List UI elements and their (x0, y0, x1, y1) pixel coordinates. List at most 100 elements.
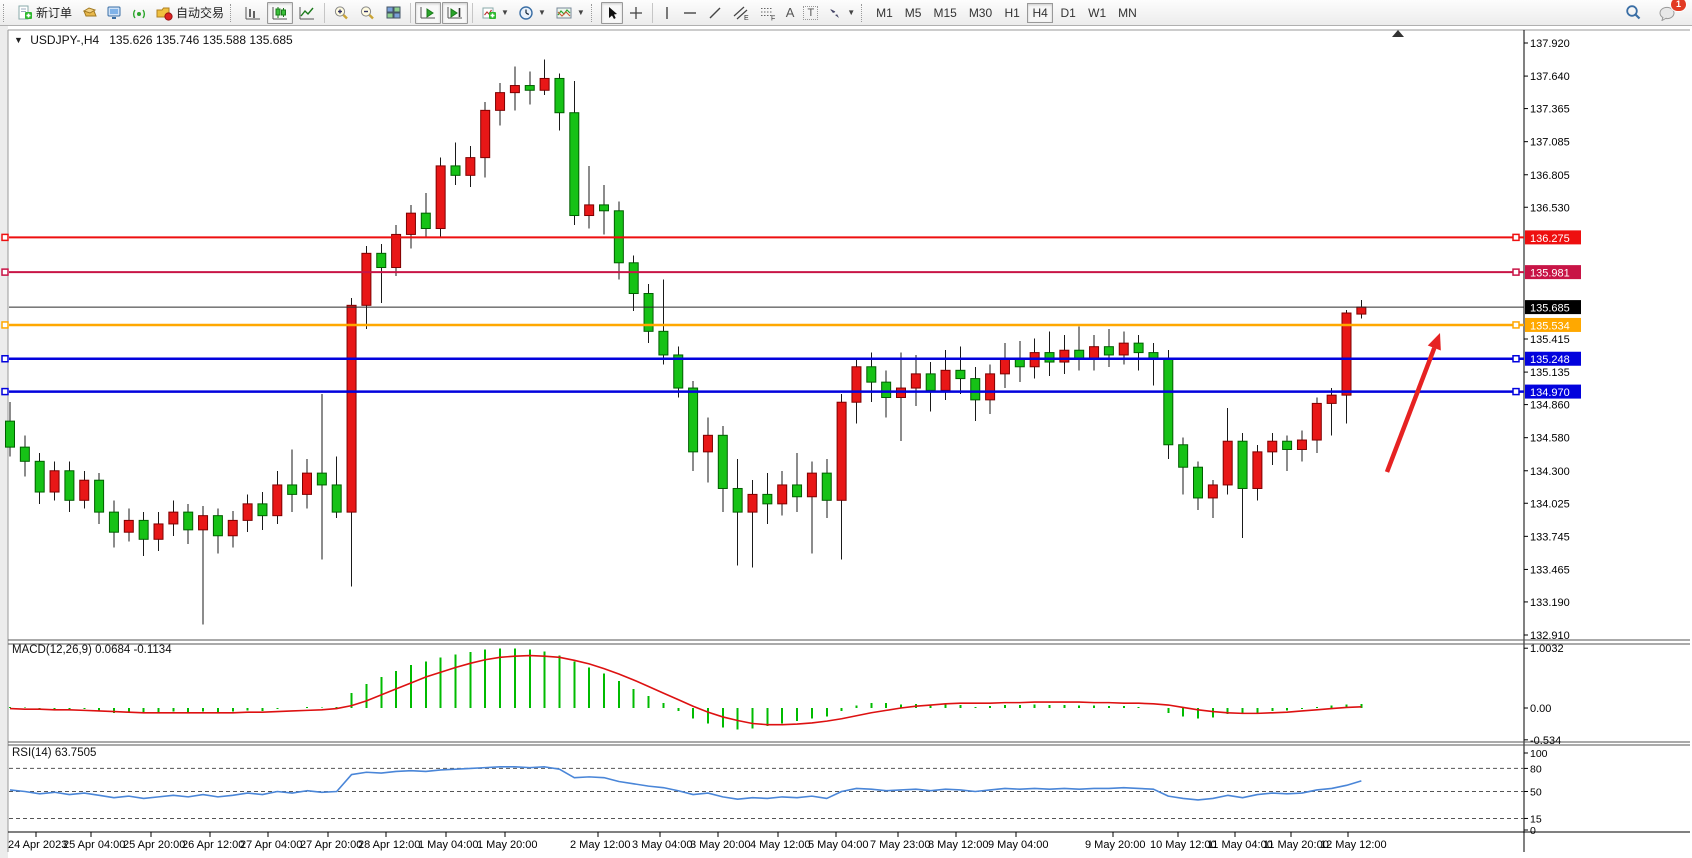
line-handle[interactable] (1512, 321, 1520, 329)
toolbar-grip[interactable] (861, 3, 867, 22)
horizontal-line-button[interactable] (678, 2, 702, 24)
candle (1118, 342, 1129, 356)
text-icon: A (785, 5, 795, 20)
bar-chart-button[interactable] (240, 2, 266, 24)
new-order-button[interactable]: 新订单 (13, 2, 76, 24)
time-axis-label: 11 May 04:00 (1207, 839, 1273, 851)
timeframe-M5[interactable]: M5 (900, 3, 927, 23)
cursor-icon (605, 5, 619, 21)
candle (777, 484, 788, 505)
chat-bubble-icon (1658, 5, 1676, 21)
text-label-button[interactable]: T (799, 2, 822, 24)
timeframe-W1[interactable]: W1 (1083, 3, 1111, 23)
zoom-out-button[interactable] (355, 2, 380, 24)
candle (985, 373, 996, 401)
auto-scroll-button[interactable] (415, 1, 442, 24)
tile-windows-icon (385, 5, 402, 21)
bar-chart-icon (244, 5, 262, 21)
signals-button[interactable] (127, 2, 151, 24)
candle (569, 112, 580, 217)
line-handle[interactable] (1, 387, 9, 396)
terminal-button[interactable] (102, 2, 126, 24)
cursor-button[interactable] (600, 1, 623, 24)
indicators-button[interactable]: ▼ (477, 2, 513, 24)
candle (1326, 394, 1337, 404)
line-handle[interactable] (1, 233, 9, 242)
line-handle[interactable] (1, 268, 9, 276)
svg-text:135.534: 135.534 (1530, 320, 1570, 332)
timeframe-MN[interactable]: MN (1113, 3, 1142, 23)
line-handle[interactable] (1512, 233, 1520, 242)
candle (405, 212, 416, 235)
line-handle[interactable] (1512, 387, 1520, 396)
timeframe-M15[interactable]: M15 (928, 3, 961, 23)
toolbar-grip[interactable] (590, 3, 597, 22)
timeframe-M30[interactable]: M30 (964, 3, 997, 23)
signal-icon (131, 5, 147, 21)
notifications-button[interactable] (1654, 2, 1680, 24)
svg-text:135.981: 135.981 (1530, 268, 1570, 280)
time-axis-label: 27 Apr 04:00 (240, 839, 302, 851)
macd-indicator-label: MACD(12,26,9) 0.0684 -0.1134 (12, 644, 172, 656)
auto-trading-icon (156, 5, 173, 21)
periods-button[interactable]: ▼ (514, 2, 550, 24)
toolbar: 新订单 自动交易 (0, 0, 1692, 26)
toolbar-grip[interactable] (230, 3, 236, 22)
price-tick-label: 133.745 (1530, 531, 1570, 543)
candle (138, 519, 149, 540)
line-chart-icon (298, 5, 316, 21)
time-axis-label: 25 Apr 04:00 (63, 839, 125, 851)
candlestick-chart-button[interactable] (267, 1, 294, 24)
equidistant-channel-button[interactable]: E (728, 2, 754, 24)
templates-button[interactable]: ▼ (551, 2, 589, 24)
timeframe-M1[interactable]: M1 (871, 3, 898, 23)
fibonacci-button[interactable]: F (755, 2, 781, 24)
candle (688, 387, 699, 453)
trendline-button[interactable] (703, 2, 727, 24)
line-chart-button[interactable] (294, 2, 320, 24)
search-button[interactable] (1621, 2, 1646, 24)
candle (183, 511, 194, 531)
line-handle[interactable] (1, 354, 9, 363)
box-button[interactable] (77, 2, 101, 24)
arrows-button[interactable]: ▼ (823, 2, 859, 24)
chart-shift-marker[interactable] (1392, 30, 1404, 37)
candle (79, 479, 90, 501)
timeframe-H4[interactable]: H4 (1027, 2, 1054, 23)
zoom-in-button[interactable] (329, 2, 354, 24)
price-tag (1525, 300, 1581, 315)
arrow-head (1427, 333, 1441, 351)
auto-trading-button[interactable]: 自动交易 (152, 2, 228, 24)
line-handle[interactable] (1512, 268, 1520, 276)
rsi-tick-label: 50 (1530, 787, 1542, 799)
text-button[interactable]: A (782, 2, 799, 24)
candle (1178, 444, 1189, 468)
chart-shift-button[interactable] (442, 1, 469, 24)
time-axis-label: 12 May 12:00 (1320, 839, 1387, 851)
line-handle[interactable] (1512, 354, 1520, 363)
candle (970, 378, 981, 401)
vertical-line-button[interactable] (657, 2, 677, 24)
template-icon (555, 5, 573, 21)
candle (1044, 352, 1055, 363)
candle (940, 369, 951, 391)
arrow-annotation[interactable] (1384, 347, 1437, 473)
timeframe-H1[interactable]: H1 (999, 3, 1025, 23)
price-tag (1525, 317, 1581, 332)
candle (212, 515, 223, 537)
candle (465, 157, 476, 176)
candle (628, 262, 639, 295)
tile-windows-button[interactable] (381, 2, 406, 24)
candle (910, 373, 921, 389)
crosshair-button[interactable] (624, 2, 648, 24)
timeframe-group: M1 M5 M15 M30 H1 H4 D1 W1 MN (871, 2, 1142, 23)
box-icon (81, 5, 97, 21)
chart-ohlc-values: 135.626 135.746 135.588 135.685 (109, 33, 293, 47)
candle (1059, 349, 1070, 363)
timeframe-D1[interactable]: D1 (1055, 3, 1081, 23)
chevron-down-icon: ▼ (537, 8, 546, 17)
price-tick-label: 134.580 (1530, 433, 1570, 445)
collapse-triangle-icon[interactable]: ▼ (14, 35, 23, 45)
line-handle[interactable] (1, 321, 9, 329)
toolbar-grip[interactable] (3, 3, 9, 22)
